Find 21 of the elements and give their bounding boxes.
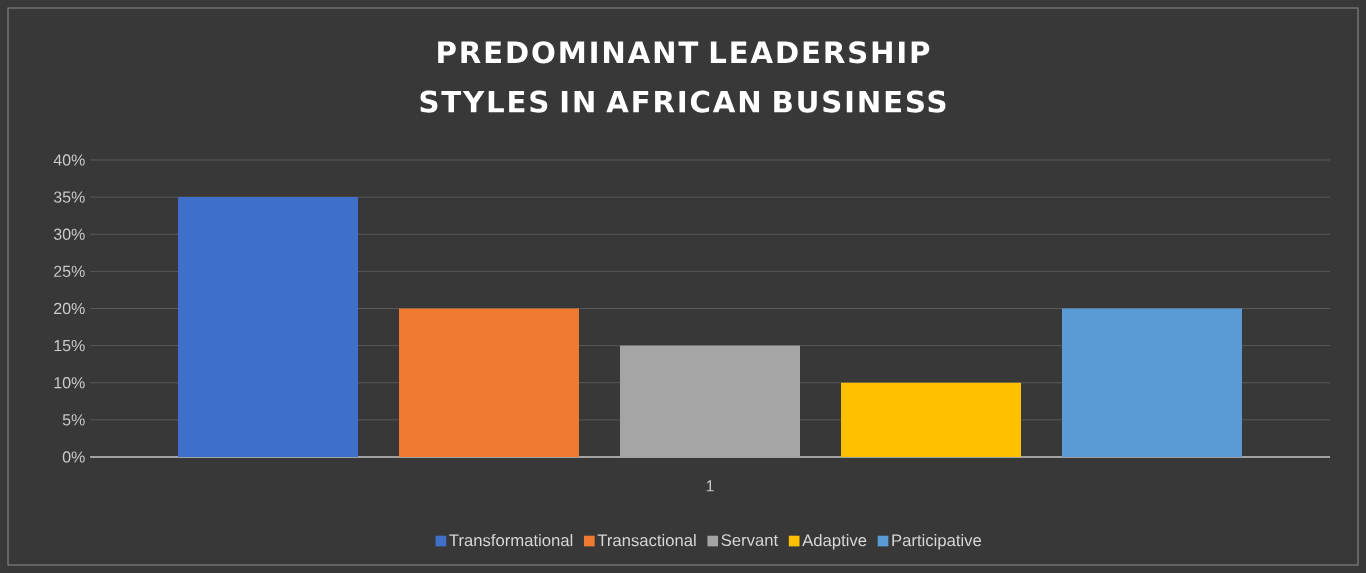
- y-tick-label: 10%: [54, 377, 85, 389]
- bar: [1062, 308, 1242, 457]
- y-tick-label: 25%: [54, 265, 85, 278]
- chart-title: PREDOMINANT LEADERSHIP STYLES IN AFRICAN BUSINESS: [420, 41, 946, 113]
- y-tick-label: 40%: [53, 154, 85, 166]
- y-tick-label: 0%: [62, 451, 85, 463]
- y-tick-label: 5%: [62, 414, 85, 426]
- y-tick-label: 20%: [54, 302, 85, 315]
- y-tick-label: 15%: [54, 339, 85, 352]
- y-tick-label: 30%: [53, 228, 85, 240]
- legend-label: Servant: [721, 534, 779, 547]
- bar: [620, 345, 800, 457]
- x-tick-label: 1: [706, 480, 714, 492]
- y-tick-label: 35%: [53, 191, 85, 203]
- legend-label: Transformational: [449, 533, 573, 547]
- bar: [841, 382, 1021, 457]
- bar: [399, 308, 580, 457]
- legend-label: Participative: [892, 533, 982, 550]
- legend-label: Adaptive: [802, 533, 867, 550]
- legend-label: Transactional: [597, 533, 696, 547]
- bar: [178, 197, 359, 457]
